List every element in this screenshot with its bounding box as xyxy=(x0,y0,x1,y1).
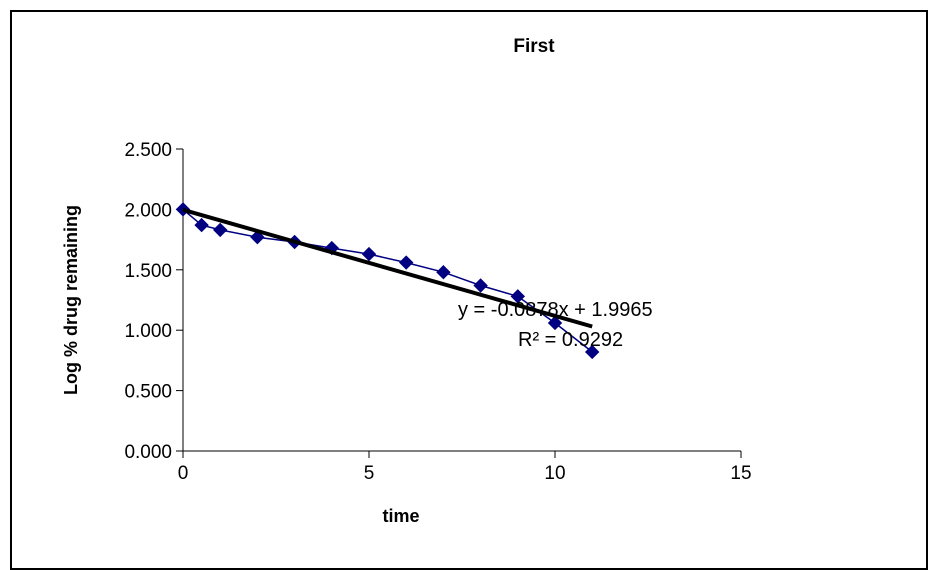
y-tick-label: 0.500 xyxy=(124,382,172,403)
chart-title: First xyxy=(513,36,555,57)
data-point xyxy=(436,265,451,280)
data-point xyxy=(194,217,209,233)
x-tick-label: 10 xyxy=(544,463,565,484)
y-axis: 0.000 0.500 1.000 1.500 2.000 2.500 xyxy=(124,140,184,463)
x-tick-label: 0 xyxy=(178,463,189,484)
y-axis-title: Log % drug remaining xyxy=(61,205,81,395)
y-tick-label: 0.000 xyxy=(124,442,172,463)
y-tick-label: 2.500 xyxy=(124,140,172,161)
data-point xyxy=(510,289,526,304)
trendline-equation: y = -0.0878x + 1.9965 xyxy=(458,299,653,321)
y-tick-label: 1.500 xyxy=(124,261,172,282)
data-point xyxy=(473,278,488,293)
y-tick-label: 2.000 xyxy=(124,200,172,221)
trendline-r-squared: R² = 0.9292 xyxy=(518,329,623,351)
x-axis: 0 5 10 15 xyxy=(178,450,752,484)
trendline-group xyxy=(182,207,593,329)
data-point xyxy=(547,315,563,331)
y-tick-label: 1.000 xyxy=(124,321,172,342)
x-tick-label: 5 xyxy=(364,463,375,484)
data-point xyxy=(212,222,228,238)
data-point xyxy=(584,344,600,360)
trendline xyxy=(182,207,593,329)
data-point xyxy=(398,255,414,270)
data-point xyxy=(361,246,377,262)
x-axis-title: time xyxy=(382,506,419,526)
x-tick-label: 15 xyxy=(730,463,751,484)
